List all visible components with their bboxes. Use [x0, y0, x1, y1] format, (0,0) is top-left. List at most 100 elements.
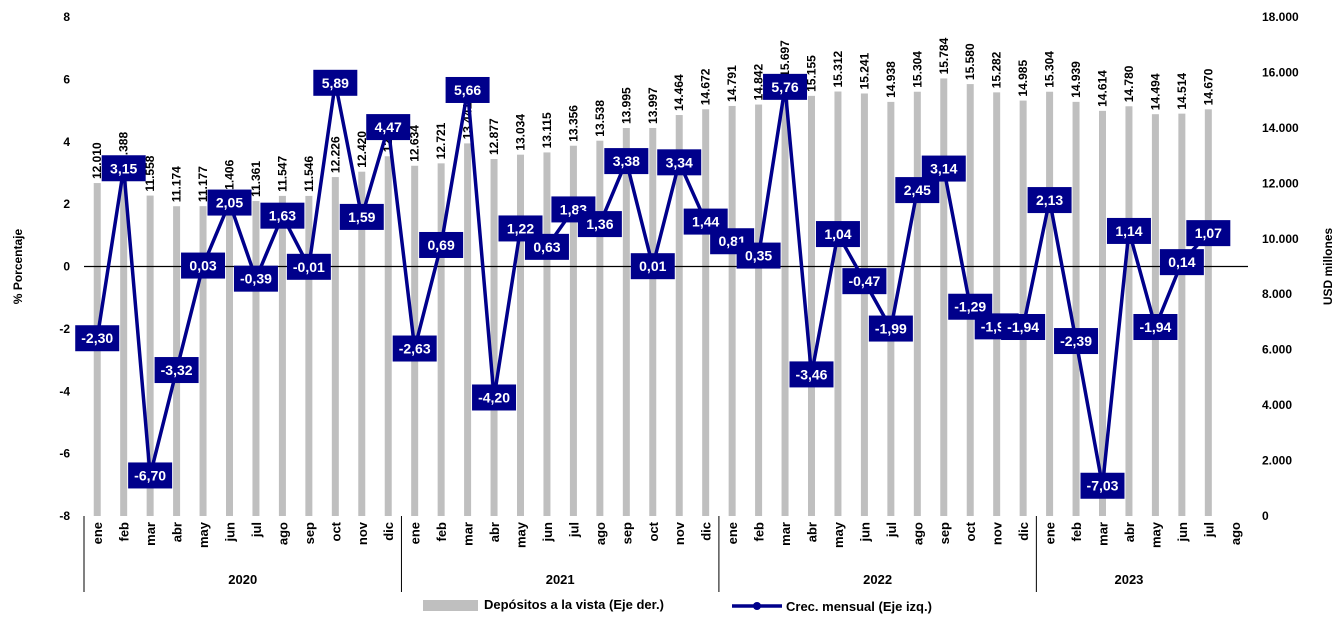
line-point-box: [1001, 314, 1046, 341]
bar: [728, 105, 736, 517]
bar-value-label: 11.546: [302, 156, 316, 192]
line-value-label: 4,47: [375, 119, 402, 135]
line-value-label: 0,69: [428, 237, 455, 253]
right-axis-tick: 18.000: [1262, 10, 1299, 24]
left-axis-tick: -6: [59, 447, 70, 461]
line-value-label: -0,47: [848, 273, 880, 289]
bar: [1019, 100, 1027, 517]
bar-value-label: 13.997: [646, 87, 660, 124]
month-tick: ago: [593, 522, 608, 545]
month-tick: oct: [963, 521, 978, 541]
bar-value-label: 12.420: [355, 131, 369, 168]
legend-swatch-deposits: [423, 600, 478, 611]
bar-value-label: 11.174: [170, 166, 184, 202]
month-tick: may: [1148, 521, 1163, 548]
bar-value-label: 11.361: [249, 161, 263, 197]
year-label: 2021: [546, 572, 575, 587]
line-point-box: [233, 265, 278, 292]
bar: [702, 109, 710, 516]
line-value-label: -1,94: [1007, 319, 1039, 335]
bar: [913, 91, 921, 517]
month-tick: feb: [752, 522, 767, 542]
line-point-box: [75, 325, 120, 352]
line-point-box: [101, 155, 146, 182]
bar: [808, 95, 815, 516]
bar-value-label: 12.634: [408, 125, 422, 162]
line-value-label: 1,22: [507, 220, 534, 236]
line-value-label: -1,99: [875, 321, 907, 337]
bar: [120, 172, 128, 516]
month-tick: ene: [1043, 522, 1058, 544]
line-point-box: [604, 148, 649, 175]
month-tick: jun: [1175, 522, 1190, 543]
bar-value-label: 14.939: [1069, 61, 1083, 98]
left-axis-tick: -2: [59, 322, 70, 336]
line-point-box: [313, 69, 358, 96]
left-axis-tick: 2: [63, 197, 70, 211]
line-value-label: 5,89: [322, 75, 349, 91]
line-point-box: [577, 211, 622, 238]
line-value-label: -2,39: [1060, 333, 1092, 349]
bar: [384, 156, 392, 517]
right-axis-tick: 10.000: [1262, 232, 1299, 246]
bar-value-label: 14.842: [752, 64, 766, 101]
line-value-label: -3,32: [161, 362, 193, 378]
line-point-box: [286, 253, 331, 280]
month-tick: abr: [170, 522, 185, 542]
line-point-box: [260, 202, 305, 229]
right-axis-tick: 14.000: [1262, 121, 1299, 135]
right-axis-tick: 6.000: [1262, 343, 1292, 357]
bar-value-label: 13.538: [593, 100, 607, 137]
bar: [887, 101, 895, 517]
line-point-box: [1159, 249, 1204, 276]
line-point-box: [1186, 220, 1231, 247]
right-axis-tick: 2.000: [1262, 454, 1292, 468]
legend-marker-growth: [753, 602, 761, 610]
bar: [1072, 101, 1080, 516]
line-value-label: 0,01: [639, 258, 666, 274]
line-point-box: [445, 76, 490, 103]
left-axis-title: % Porcentaje: [11, 228, 25, 304]
bar: [781, 80, 789, 517]
line-point-box: [472, 384, 517, 411]
bar-value-label: 14.672: [699, 68, 713, 105]
line-point-box: [128, 462, 173, 489]
bar-value-label: 14.985: [1016, 60, 1030, 97]
bar: [331, 177, 339, 516]
line-value-label: -3,46: [796, 366, 828, 382]
line-value-label: -7,03: [1087, 478, 1119, 494]
line-value-label: 2,13: [1036, 192, 1063, 208]
bar: [860, 93, 868, 517]
line-value-label: 3,34: [666, 154, 693, 170]
bar: [517, 154, 524, 516]
line-point-box: [154, 357, 199, 384]
year-label: 2020: [228, 572, 257, 587]
month-tick: sep: [302, 522, 317, 544]
bar: [1099, 110, 1106, 517]
month-tick: feb: [1069, 522, 1084, 542]
bar: [199, 206, 207, 516]
month-tick: jul: [884, 522, 899, 538]
bar-value-label: 13.034: [514, 114, 528, 151]
line-value-label: -1,29: [954, 299, 986, 315]
line-value-label: 2,05: [216, 195, 243, 211]
bar: [649, 127, 657, 517]
bar: [252, 201, 260, 516]
month-tick: may: [831, 521, 846, 548]
line-value-label: 1,59: [348, 209, 375, 225]
bar-value-label: 14.494: [1148, 73, 1162, 110]
legend-label-deposits: Depósitos a la vista (Eje der.): [484, 597, 664, 612]
bar-value-label: 12.226: [328, 136, 342, 173]
bar: [569, 145, 577, 516]
line-value-label: 1,04: [824, 226, 851, 242]
line-value-label: -6,70: [134, 467, 166, 483]
bar: [940, 78, 948, 517]
month-tick: jun: [540, 522, 555, 543]
bar-value-label: 15.312: [831, 50, 845, 87]
bar: [226, 199, 233, 516]
line-point-box: [630, 253, 675, 280]
bar-value-label: 15.580: [963, 43, 977, 80]
bar-value-label: 14.614: [1096, 70, 1110, 107]
left-axis-tick: -4: [59, 384, 70, 398]
month-tick: mar: [778, 522, 793, 546]
